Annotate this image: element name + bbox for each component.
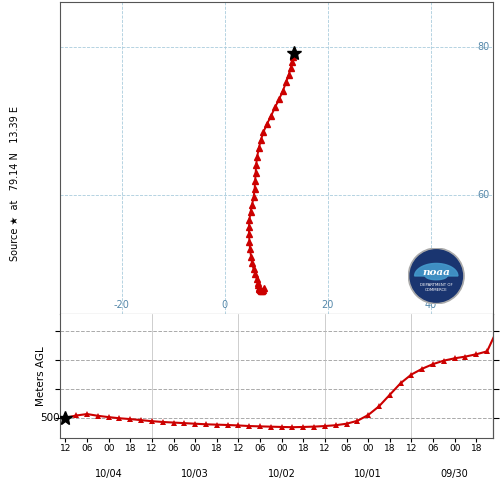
Text: 10/03: 10/03 — [182, 469, 209, 479]
Text: 09/30: 09/30 — [441, 469, 468, 479]
Text: noaa: noaa — [422, 268, 450, 277]
Text: Source ★  at   79.14 N   13.39 E: Source ★ at 79.14 N 13.39 E — [10, 105, 20, 261]
Text: 60: 60 — [478, 190, 490, 200]
Text: -20: -20 — [114, 300, 130, 310]
Text: 40: 40 — [424, 300, 437, 310]
Circle shape — [408, 248, 464, 304]
Text: 20: 20 — [322, 300, 334, 310]
Y-axis label: Meters AGL: Meters AGL — [36, 346, 46, 406]
Text: 10/01: 10/01 — [354, 469, 382, 479]
Text: 10/04: 10/04 — [95, 469, 122, 479]
Text: 0: 0 — [222, 300, 228, 310]
Text: DEPARTMENT OF
COMMERCE: DEPARTMENT OF COMMERCE — [420, 283, 452, 292]
Circle shape — [410, 250, 463, 302]
Text: 500: 500 — [40, 413, 60, 423]
Text: 10/02: 10/02 — [268, 469, 295, 479]
Text: 80: 80 — [478, 42, 490, 52]
Polygon shape — [414, 263, 458, 280]
